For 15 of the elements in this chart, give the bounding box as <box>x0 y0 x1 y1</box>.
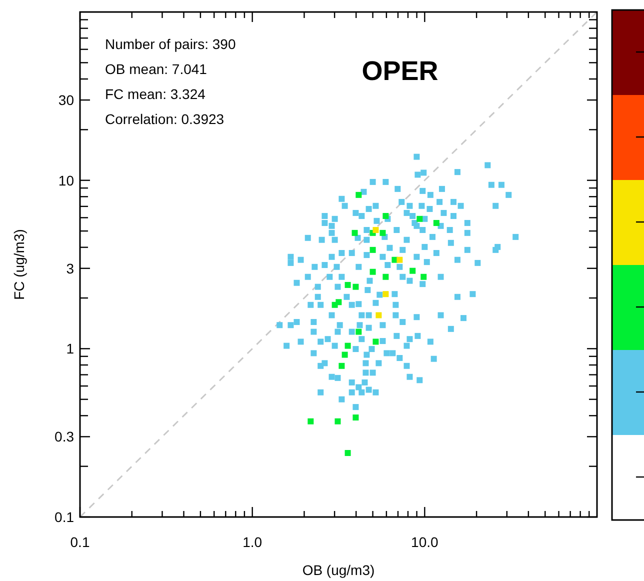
x-axis-title: OB (ug/m3) <box>302 562 375 578</box>
annotation: Number of pairs: 390 <box>105 36 236 52</box>
y-tick-label: 1 <box>66 340 74 357</box>
x-tick-label: 1.0 <box>242 534 262 550</box>
annotation: OB mean: 7.041 <box>105 61 208 77</box>
y-tick-label: 0.1 <box>54 509 74 525</box>
y-tick-label: 10 <box>58 172 74 188</box>
annotation: FC mean: 3.324 <box>105 86 206 102</box>
y-tick-label: 30 <box>58 92 74 108</box>
y-tick-label: 3 <box>66 260 74 276</box>
text: OPER <box>362 56 438 86</box>
y-axis-title: FC (ug/m3) <box>11 229 27 300</box>
x-tick-label: 10.0 <box>411 534 439 550</box>
y-tick-label: 0.3 <box>54 428 74 445</box>
annotation: Correlation: 0.3923 <box>105 111 224 127</box>
